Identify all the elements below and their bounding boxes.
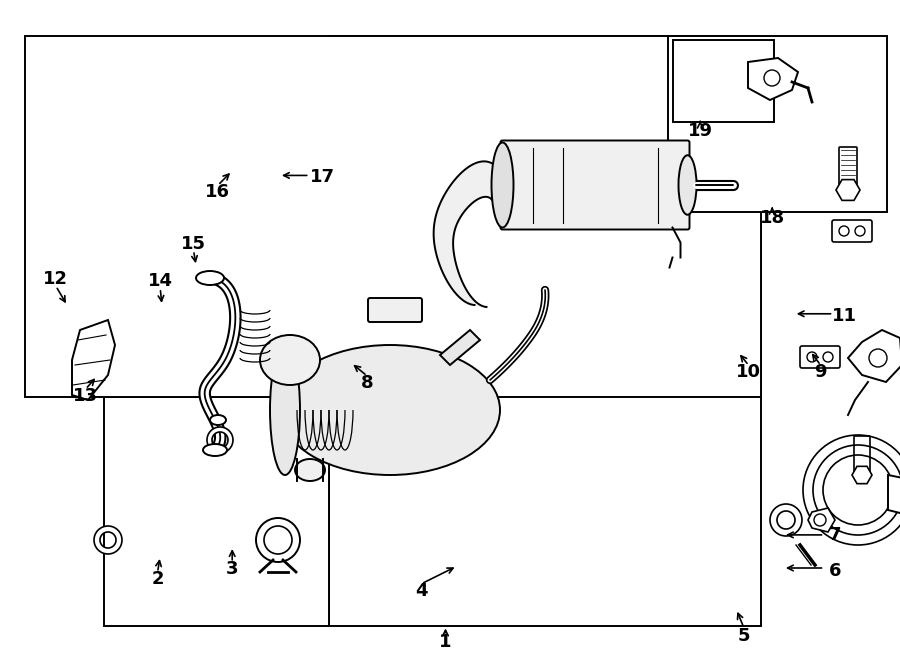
Text: 12: 12 [43,270,68,289]
Circle shape [855,226,865,236]
Text: 5: 5 [738,626,751,645]
Polygon shape [888,475,900,515]
Ellipse shape [210,415,226,425]
Polygon shape [440,330,480,365]
Ellipse shape [295,459,325,481]
Text: 11: 11 [832,307,857,326]
Text: 14: 14 [148,272,173,291]
Text: 15: 15 [181,234,206,253]
Circle shape [823,352,833,362]
Circle shape [256,518,300,562]
Polygon shape [72,320,115,400]
Text: 1: 1 [439,633,452,651]
FancyBboxPatch shape [832,220,872,242]
Text: 13: 13 [73,387,98,405]
Text: 10: 10 [736,363,761,381]
Text: 16: 16 [205,183,230,201]
Text: 4: 4 [415,581,428,600]
Text: 2: 2 [151,570,164,589]
FancyBboxPatch shape [800,346,840,368]
FancyBboxPatch shape [368,298,422,322]
Text: 8: 8 [361,373,374,392]
Circle shape [764,70,780,86]
Text: 18: 18 [760,209,785,228]
Text: 19: 19 [688,122,713,140]
Circle shape [807,352,817,362]
Circle shape [869,349,887,367]
Ellipse shape [203,444,227,456]
Circle shape [814,514,826,526]
Polygon shape [748,58,798,100]
Ellipse shape [491,142,514,228]
Text: 7: 7 [829,526,842,544]
Bar [668,36,886,212]
Ellipse shape [260,335,320,385]
Text: 17: 17 [310,168,335,187]
FancyBboxPatch shape [500,140,689,230]
Bar [25,36,760,397]
Bar [673,40,774,122]
FancyBboxPatch shape [854,436,870,472]
Polygon shape [434,162,494,307]
Ellipse shape [679,156,697,214]
Bar [328,36,760,626]
Bar [104,397,328,626]
FancyBboxPatch shape [839,147,857,187]
Circle shape [839,226,849,236]
Text: 6: 6 [829,561,842,580]
Circle shape [264,526,292,554]
Ellipse shape [280,345,500,475]
Polygon shape [848,330,900,382]
Ellipse shape [196,271,224,285]
Ellipse shape [270,345,300,475]
Text: 3: 3 [226,560,239,579]
Text: 9: 9 [814,363,827,381]
Polygon shape [808,508,835,532]
